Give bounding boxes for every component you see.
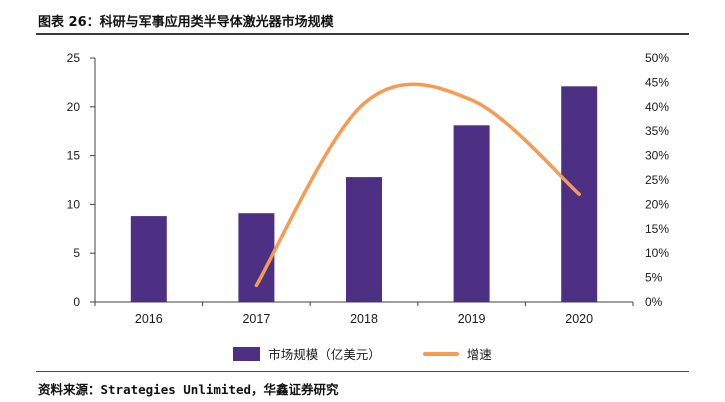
legend-line-swatch [422, 351, 459, 356]
svg-text:50%: 50% [645, 51, 669, 65]
legend-item-market-size: 市场规模（亿美元） [233, 344, 381, 363]
chart-title: 图表 26：科研与军事应用类半导体激光器市场规模 [38, 15, 334, 30]
source-note: 资料来源：Strategies Unlimited，华鑫证券研究 [38, 382, 339, 397]
svg-text:15: 15 [67, 149, 81, 163]
svg-text:2017: 2017 [242, 312, 270, 326]
svg-text:2018: 2018 [350, 312, 378, 326]
svg-text:35%: 35% [645, 124, 669, 138]
svg-text:2020: 2020 [565, 312, 593, 326]
chart-area: 0 5 10 15 20 25 0% 5% 10% 15% 20% 25% 30% 35% 40% 45% 50… [0, 40, 725, 340]
svg-text:20: 20 [67, 100, 81, 114]
svg-text:10%: 10% [645, 246, 669, 260]
legend-bar-swatch [233, 346, 261, 361]
svg-text:25: 25 [67, 51, 81, 65]
svg-text:45%: 45% [645, 75, 669, 89]
svg-text:15%: 15% [645, 222, 669, 236]
svg-text:0: 0 [73, 295, 80, 309]
chart-legend: 市场规模（亿美元） 增速 [0, 344, 725, 363]
svg-text:2019: 2019 [458, 312, 486, 326]
svg-text:30%: 30% [645, 149, 669, 163]
svg-text:5: 5 [73, 246, 80, 260]
svg-text:5%: 5% [645, 271, 663, 285]
legend-item-growth: 增速 [422, 344, 492, 363]
svg-text:10: 10 [67, 197, 81, 211]
svg-text:20%: 20% [645, 197, 669, 211]
footer-divider [36, 371, 689, 372]
svg-text:2016: 2016 [135, 312, 163, 326]
title-divider [36, 33, 689, 35]
svg-text:0%: 0% [645, 295, 663, 309]
svg-text:40%: 40% [645, 100, 669, 114]
market-size-chart-svg: 0 5 10 15 20 25 0% 5% 10% 15% 20% 25% 30% 35% 40% 45% 50… [67, 51, 670, 326]
svg-text:25%: 25% [645, 173, 669, 187]
legend-label-growth: 增速 [466, 348, 492, 362]
legend-label-market-size: 市场规模（亿美元） [268, 348, 381, 362]
